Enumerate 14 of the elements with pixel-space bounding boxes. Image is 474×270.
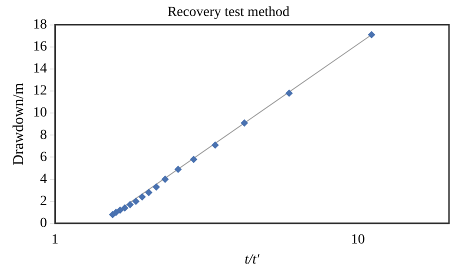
y-tick-label: 4 (40, 172, 47, 187)
y-tick-label: 16 (33, 40, 47, 55)
y-tick-label: 6 (40, 150, 47, 165)
y-tick-label: 0 (40, 216, 47, 232)
x-tick-label: 1 (52, 232, 58, 248)
y-tick-label: 10 (33, 106, 47, 121)
y-tick-label: 2 (40, 194, 47, 210)
y-tick-label: 14 (33, 62, 47, 77)
y-tick-label: 12 (33, 84, 47, 99)
y-axis-title: Drawdown/m (10, 82, 27, 166)
y-tick-label: 8 (40, 128, 47, 143)
x-axis-title: t/t′ (244, 252, 260, 268)
y-tick-label: 18 (33, 17, 47, 32)
chart-title: Recovery test method (167, 5, 290, 20)
